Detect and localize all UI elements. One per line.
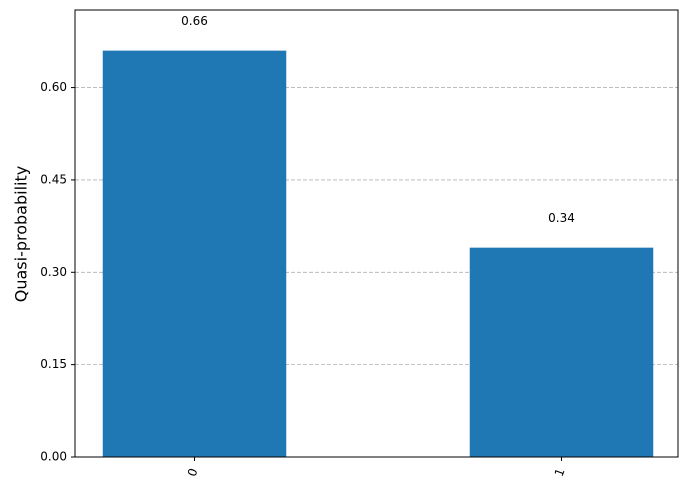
value-label: 0.34 <box>548 211 575 225</box>
y-tick-label: 0.60 <box>40 80 67 94</box>
plot-frame <box>74 9 679 458</box>
y-tick-label: 0.00 <box>40 450 67 464</box>
bar <box>102 50 287 458</box>
x-tick-label: 0 <box>185 466 201 478</box>
y-axis-label: Quasi-probability <box>12 166 31 302</box>
y-tick-label: 0.15 <box>40 357 67 371</box>
x-tick-label: 1 <box>552 466 568 478</box>
value-label: 0.66 <box>181 14 208 28</box>
bar <box>469 247 654 457</box>
y-tick-label: 0.45 <box>40 172 67 186</box>
y-tick-label: 0.30 <box>40 265 67 279</box>
